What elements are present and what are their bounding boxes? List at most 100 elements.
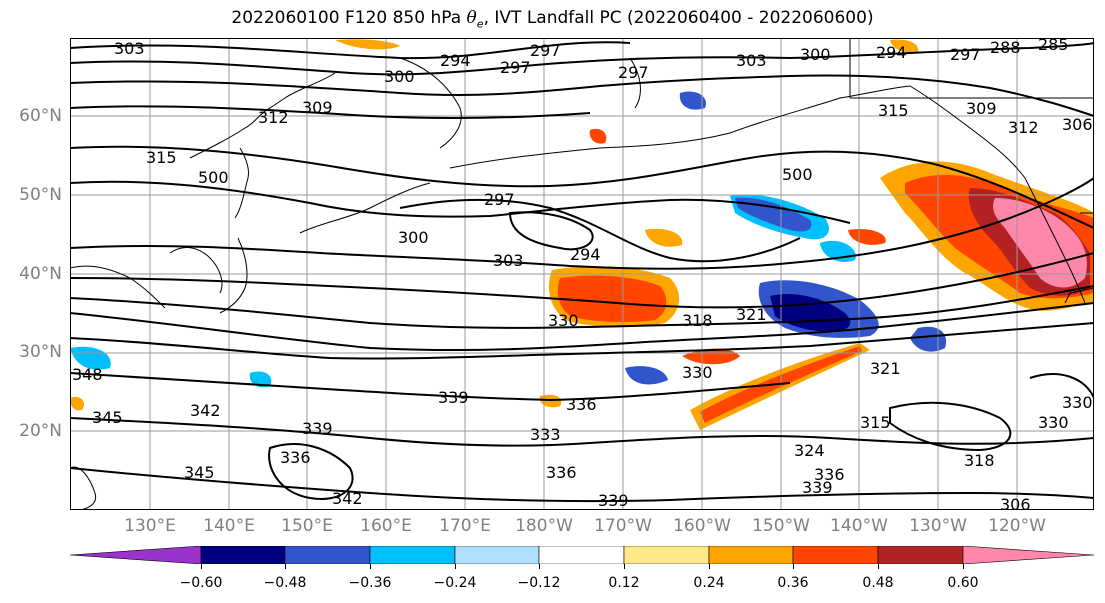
colorbar-tick-label: 0.60 — [947, 575, 979, 591]
contour-label: 303 — [114, 39, 145, 58]
contour-label: 321 — [870, 359, 901, 378]
contour-label: 300 — [384, 67, 415, 86]
colorbar-tick-label: −0.12 — [517, 575, 561, 591]
contour-label: 321 — [736, 305, 767, 324]
lon-label: 130°W — [909, 516, 967, 536]
negative-anomaly-region — [735, 197, 812, 232]
colorbar-tick-label: −0.48 — [263, 575, 307, 591]
contour-label: 294 — [876, 43, 907, 62]
contour-label: 309 — [302, 98, 333, 117]
contour-label: 342 — [190, 401, 221, 420]
positive-anomaly-region — [539, 394, 562, 408]
contour-label: 336 — [814, 465, 845, 484]
colorbar-segment — [877, 546, 964, 564]
positive-anomaly-region — [70, 396, 85, 411]
negative-anomaly-region — [679, 91, 706, 110]
contour-label: 300 — [398, 228, 429, 247]
colorbar-segment — [538, 546, 625, 564]
lat-label: 50°N — [19, 185, 62, 205]
contour-label: 297 — [500, 58, 531, 77]
contour-label: 285 — [1038, 38, 1069, 54]
positive-anomaly-region — [645, 228, 683, 247]
lat-label: 20°N — [19, 421, 62, 441]
contour-label: 288 — [990, 38, 1021, 57]
colorbar-segment — [200, 546, 286, 564]
contour-labels: 303 300 294 297 297 297 288 285 303 300 … — [72, 38, 1093, 510]
colorbar-segment — [70, 546, 202, 564]
strongest-positive-anomaly — [993, 198, 1087, 288]
map-panel: 303 300 294 297 297 297 288 285 303 300 … — [70, 38, 1094, 510]
colorbar-tick — [455, 564, 456, 569]
positive-anomaly-region — [890, 39, 919, 53]
colorbar-tick — [539, 564, 540, 569]
colorbar-tick-label: −0.24 — [433, 575, 477, 591]
lon-label: 180°W — [515, 516, 573, 536]
contour-label: 336 — [566, 395, 597, 414]
negative-anomaly-region — [625, 366, 668, 385]
theta-e-contours — [70, 41, 1094, 503]
lon-label: 150°W — [752, 516, 810, 536]
contour-label: 297 — [530, 41, 561, 60]
contour-label: 339 — [302, 419, 333, 438]
contour-label: 297 — [950, 45, 981, 64]
contour-label: 345 — [92, 408, 123, 427]
contour-label: 330 — [1038, 413, 1069, 432]
contour-label: 312 — [258, 108, 289, 127]
contour-label: 333 — [530, 425, 561, 444]
negative-anomaly-region — [910, 326, 947, 352]
contour-label: 339 — [802, 478, 833, 497]
lon-label: 170°W — [594, 516, 652, 536]
colorbar-segment — [708, 546, 794, 564]
contour-label: 324 — [794, 441, 825, 460]
contour-label: 303 — [736, 51, 767, 70]
contour-label: 330 — [1062, 393, 1093, 412]
contour-label: 336 — [280, 448, 311, 467]
colorbar-tick — [878, 564, 879, 569]
colorbar-segment — [623, 546, 710, 564]
contour-label: 330 — [548, 311, 579, 330]
contour-label: 318 — [964, 451, 995, 470]
contour-label: 336 — [546, 463, 577, 482]
lon-label: 170°E — [439, 516, 491, 536]
contour-label: 297 — [618, 63, 649, 82]
positive-anomaly-region — [557, 275, 667, 323]
contour-label: 315 — [860, 413, 891, 432]
colorbar-tick — [285, 564, 286, 569]
contour-label: 330 — [682, 363, 713, 382]
colorbar-segment — [284, 546, 371, 564]
contour-label: 342 — [332, 489, 363, 508]
negative-anomaly-region — [249, 371, 272, 388]
colorbar-segment — [454, 546, 540, 564]
contour-label: 294 — [570, 245, 601, 264]
contour-label: 300 — [800, 45, 831, 64]
map-title: 2022060100 F120 850 hPa θe, IVT Landfall… — [231, 8, 874, 31]
colorbar-tick-label: 0.24 — [693, 575, 725, 591]
contour-label: 294 — [440, 51, 471, 70]
contour-label: 339 — [438, 388, 469, 407]
contour-label: 315 — [878, 101, 909, 120]
lon-label: 150°E — [281, 516, 333, 536]
colorbar-tick-label: 0.36 — [777, 575, 809, 591]
lat-label: 30°N — [19, 342, 62, 362]
colorbar-tick — [963, 564, 964, 569]
colorbar-tick — [624, 564, 625, 569]
contour-label: 339 — [598, 491, 629, 510]
colorbar-tick-label: 0.12 — [608, 575, 640, 591]
positive-anomaly-region — [848, 228, 886, 245]
positive-anomaly-region — [589, 128, 607, 144]
colorbar-tick-label: −0.60 — [179, 575, 223, 591]
colorbar — [70, 546, 1094, 564]
contour-label: 348 — [72, 365, 103, 384]
contour-label: 315 — [146, 148, 177, 167]
lat-label: 60°N — [19, 106, 62, 126]
colorbar-segment — [369, 546, 456, 564]
lon-label: 120°W — [988, 516, 1046, 536]
colorbar-tick — [201, 564, 202, 569]
contour-label: 303 — [493, 251, 524, 270]
coastlines — [70, 38, 1094, 510]
colorbar-segment — [792, 546, 879, 564]
lon-label: 140°W — [830, 516, 888, 536]
lat-label: 40°N — [19, 264, 62, 284]
lon-label: 130°E — [124, 516, 176, 536]
positive-anomaly-region — [682, 348, 740, 365]
